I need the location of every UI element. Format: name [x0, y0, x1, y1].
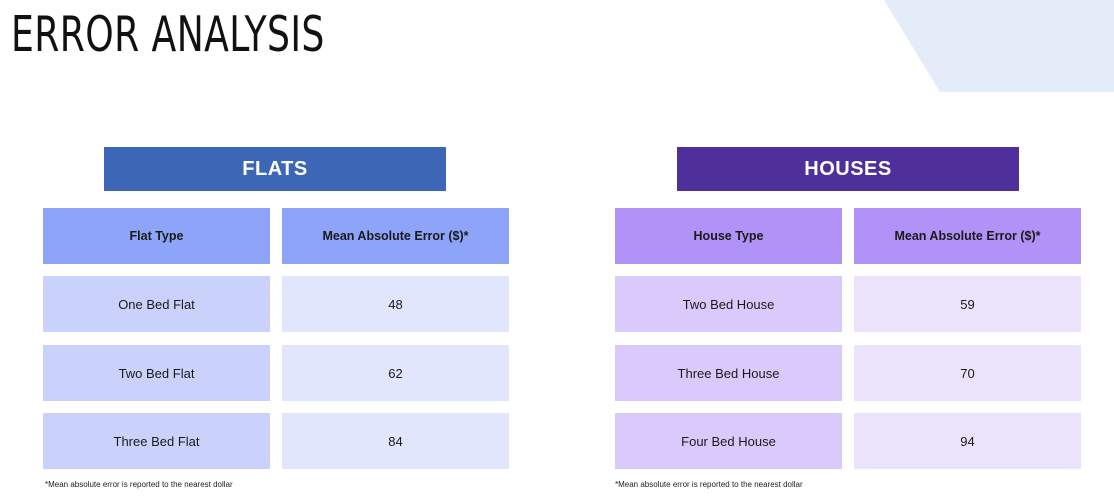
houses-row-2-error: 70 [854, 345, 1081, 401]
houses-row-3-error: 94 [854, 413, 1081, 469]
houses-row-1-type: Two Bed House [615, 276, 842, 332]
flats-row-2-type: Two Bed Flat [43, 345, 270, 401]
houses-header-type: House Type [615, 208, 842, 264]
houses-header-error: Mean Absolute Error ($)* [854, 208, 1081, 264]
page-title: ERROR ANALYSIS [11, 6, 325, 63]
flats-row-3-type: Three Bed Flat [43, 413, 270, 469]
flats-banner: FLATS [104, 147, 446, 191]
flats-header-type: Flat Type [43, 208, 270, 264]
flats-row-1-error: 48 [282, 276, 509, 332]
houses-footnote: *Mean absolute error is reported to the … [615, 480, 803, 489]
corner-decoration [884, 0, 1114, 92]
houses-row-1-error: 59 [854, 276, 1081, 332]
houses-row-2-type: Three Bed House [615, 345, 842, 401]
houses-banner: HOUSES [677, 147, 1019, 191]
flats-row-2-error: 62 [282, 345, 509, 401]
flats-row-1-type: One Bed Flat [43, 276, 270, 332]
flats-footnote: *Mean absolute error is reported to the … [45, 480, 233, 489]
flats-row-3-error: 84 [282, 413, 509, 469]
flats-header-error: Mean Absolute Error ($)* [282, 208, 509, 264]
houses-row-3-type: Four Bed House [615, 413, 842, 469]
